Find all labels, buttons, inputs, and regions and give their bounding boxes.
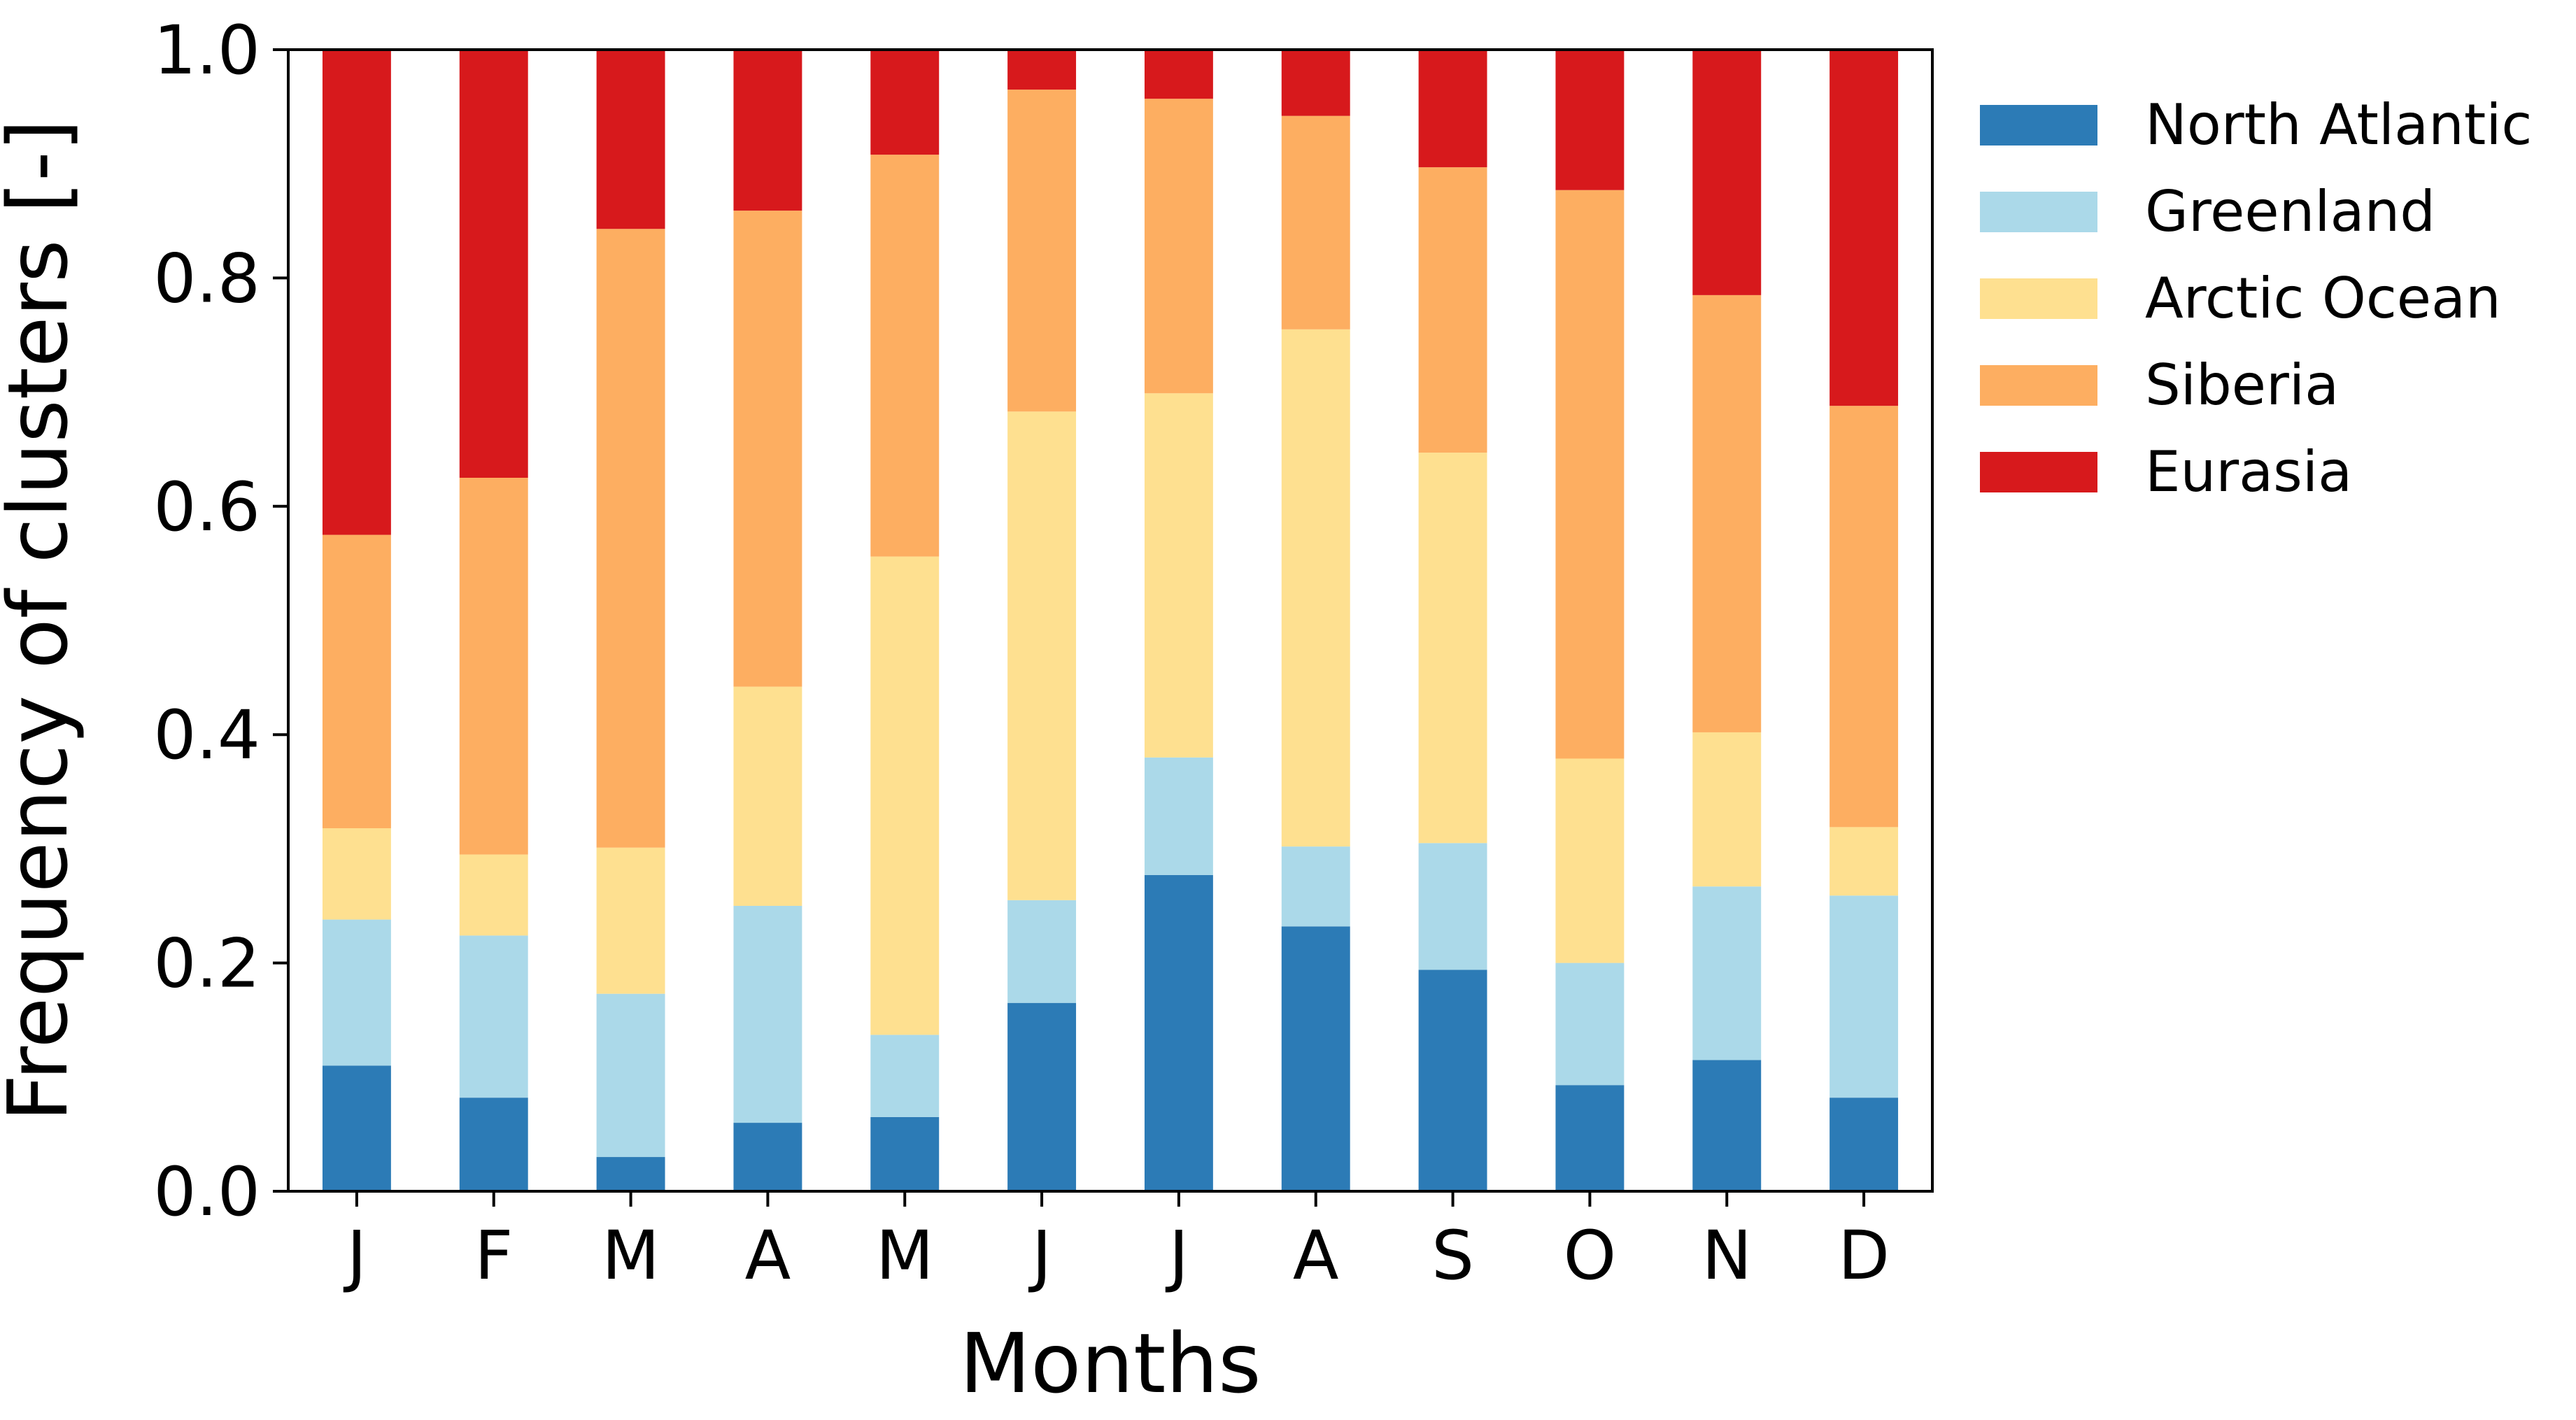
bar-segment-greenland-7 xyxy=(1281,846,1350,927)
bar-segment-eurasia-9 xyxy=(1555,50,1625,190)
x-axis-label: Months xyxy=(959,1315,1261,1412)
legend-swatch-eurasia xyxy=(1980,452,2097,492)
legend-label: Greenland xyxy=(2145,179,2435,244)
bar-segment-arctic-ocean-2 xyxy=(596,847,665,994)
bar-segment-north-atlantic-0 xyxy=(322,1065,391,1191)
bar-segment-greenland-1 xyxy=(459,935,528,1098)
bar-segment-eurasia-1 xyxy=(459,50,528,478)
x-tick-label: J xyxy=(344,1216,367,1295)
legend-swatch-arctic-ocean xyxy=(1980,278,2097,319)
bar-segment-north-atlantic-6 xyxy=(1144,874,1213,1191)
bar-segment-arctic-ocean-10 xyxy=(1692,732,1762,887)
bar-segment-north-atlantic-1 xyxy=(459,1098,528,1191)
bar-segment-siberia-7 xyxy=(1281,115,1350,329)
bar-segment-eurasia-6 xyxy=(1144,50,1213,99)
bar-segment-eurasia-3 xyxy=(733,50,802,211)
bar-segment-north-atlantic-10 xyxy=(1692,1060,1762,1191)
x-tick-label: J xyxy=(1028,1216,1052,1295)
legend-label: Arctic Ocean xyxy=(2145,266,2501,331)
bar-segment-eurasia-5 xyxy=(1007,50,1077,90)
bar-segment-eurasia-10 xyxy=(1692,50,1762,295)
bar-segment-arctic-ocean-3 xyxy=(733,686,802,906)
y-tick-label: 0.4 xyxy=(153,696,260,774)
x-tick-label: F xyxy=(474,1216,513,1295)
bar-segment-arctic-ocean-5 xyxy=(1007,411,1077,900)
x-tick-label: O xyxy=(1564,1216,1617,1295)
bar-segment-greenland-6 xyxy=(1144,757,1213,875)
bar-segment-siberia-0 xyxy=(322,534,391,829)
bar-segment-north-atlantic-7 xyxy=(1281,926,1350,1191)
bar-segment-north-atlantic-3 xyxy=(733,1123,802,1191)
bar-segment-siberia-3 xyxy=(733,211,802,687)
bar-segment-arctic-ocean-11 xyxy=(1830,827,1899,896)
bar-segment-arctic-ocean-7 xyxy=(1281,329,1350,847)
y-tick-label: 0.2 xyxy=(153,925,260,1003)
x-tick-label: D xyxy=(1838,1216,1890,1295)
legend-label: North Atlantic xyxy=(2145,92,2532,157)
legend-label: Eurasia xyxy=(2145,439,2352,504)
legend-label: Siberia xyxy=(2145,353,2339,418)
x-tick-label: S xyxy=(1431,1216,1474,1295)
bar-segment-greenland-3 xyxy=(733,906,802,1123)
bar-segment-siberia-8 xyxy=(1418,167,1487,453)
x-tick-label: N xyxy=(1701,1216,1752,1295)
bar-segment-greenland-4 xyxy=(870,1035,940,1117)
y-axis-ticks: 0.0 0.2 0.4 0.6 0.8 1.0 xyxy=(153,11,288,1231)
y-axis-label: Frequency of clusters [-] xyxy=(0,119,86,1121)
bar-segment-greenland-9 xyxy=(1555,963,1625,1086)
bar-segment-greenland-0 xyxy=(322,919,391,1066)
y-tick-label: 1.0 xyxy=(153,11,260,90)
bar-segment-siberia-2 xyxy=(596,229,665,848)
bar-segment-north-atlantic-9 xyxy=(1555,1085,1625,1191)
x-tick-label: M xyxy=(876,1216,934,1295)
y-tick-label: 0.0 xyxy=(153,1153,260,1231)
bar-segment-siberia-6 xyxy=(1144,99,1213,394)
bar-segment-siberia-1 xyxy=(459,478,528,855)
bar-segment-eurasia-11 xyxy=(1830,50,1899,406)
bar-segment-arctic-ocean-6 xyxy=(1144,393,1213,758)
x-tick-label: J xyxy=(1166,1216,1189,1295)
legend: North Atlantic Greenland Arctic Ocean Siber… xyxy=(1980,92,2532,504)
bar-segment-arctic-ocean-0 xyxy=(322,828,391,920)
bars-group xyxy=(322,50,1899,1191)
bar-segment-siberia-10 xyxy=(1692,294,1762,732)
bar-segment-eurasia-8 xyxy=(1418,50,1487,168)
legend-swatch-greenland xyxy=(1980,192,2097,232)
bar-segment-siberia-9 xyxy=(1555,190,1625,759)
bar-segment-eurasia-0 xyxy=(322,50,391,535)
bar-segment-north-atlantic-11 xyxy=(1830,1098,1899,1191)
bar-segment-greenland-2 xyxy=(596,993,665,1158)
bar-segment-north-atlantic-4 xyxy=(870,1116,940,1191)
legend-swatch-north-atlantic xyxy=(1980,105,2097,145)
plot-area-frame xyxy=(287,48,1934,1193)
bar-segment-siberia-4 xyxy=(870,155,940,557)
y-tick-label: 0.8 xyxy=(153,239,260,318)
bar-segment-siberia-11 xyxy=(1830,406,1899,828)
bar-segment-arctic-ocean-1 xyxy=(459,854,528,936)
bar-segment-greenland-5 xyxy=(1007,900,1077,1003)
bar-segment-arctic-ocean-4 xyxy=(870,556,940,1035)
x-tick-label: A xyxy=(1293,1216,1339,1295)
bar-segment-greenland-11 xyxy=(1830,895,1899,1098)
bar-segment-arctic-ocean-8 xyxy=(1418,453,1487,844)
bar-segment-greenland-8 xyxy=(1418,843,1487,970)
bar-segment-eurasia-7 xyxy=(1281,50,1350,116)
bar-segment-north-atlantic-5 xyxy=(1007,1002,1077,1191)
x-tick-label: M xyxy=(602,1216,660,1295)
bar-segment-north-atlantic-8 xyxy=(1418,970,1487,1191)
bar-segment-eurasia-2 xyxy=(596,50,665,229)
bar-segment-arctic-ocean-9 xyxy=(1555,758,1625,963)
bar-segment-greenland-10 xyxy=(1692,886,1762,1060)
y-tick-label: 0.6 xyxy=(153,468,260,546)
x-tick-label: A xyxy=(745,1216,791,1295)
bar-segment-north-atlantic-2 xyxy=(596,1157,665,1191)
bar-segment-eurasia-4 xyxy=(870,50,940,155)
legend-swatch-siberia xyxy=(1980,365,2097,406)
bar-segment-siberia-5 xyxy=(1007,90,1077,412)
